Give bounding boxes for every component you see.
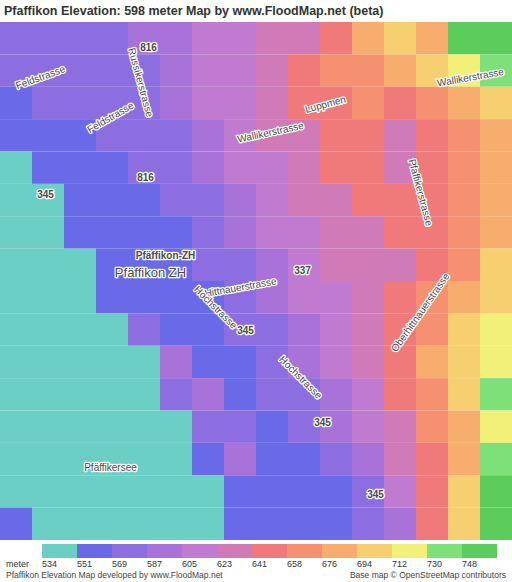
svg-text:816: 816 xyxy=(140,42,157,53)
svg-text:Wallikerstrasse: Wallikerstrasse xyxy=(236,120,305,145)
svg-text:Hochstrasse: Hochstrasse xyxy=(192,284,239,331)
svg-text:Russikerstrasse: Russikerstrasse xyxy=(126,47,155,119)
html-text:534: 534 xyxy=(42,559,57,569)
html-text:meter: meter xyxy=(6,559,29,569)
svg-text:345: 345 xyxy=(367,489,384,500)
html-text:748: 748 xyxy=(462,559,477,569)
html-text:694: 694 xyxy=(357,559,372,569)
html-text:587: 587 xyxy=(147,559,162,569)
svg-text:Pfäffikersee: Pfäffikersee xyxy=(84,462,137,473)
svg-text:Oberhittnauerstrasse: Oberhittnauerstrasse xyxy=(389,271,452,354)
html-text:641: 641 xyxy=(252,559,267,569)
svg-text:Hochstrasse: Hochstrasse xyxy=(277,354,324,401)
svg-text:Pfäffikon ZH: Pfäffikon ZH xyxy=(115,265,186,280)
html-text:569: 569 xyxy=(112,559,127,569)
svg-text:Pfaffikerstrasse: Pfaffikerstrasse xyxy=(407,158,436,228)
html-text:730: 730 xyxy=(427,559,442,569)
svg-text:337: 337 xyxy=(294,265,311,276)
html-text:623: 623 xyxy=(217,559,232,569)
svg-text:Feldstrasse: Feldstrasse xyxy=(85,99,136,135)
svg-text:816: 816 xyxy=(137,172,154,183)
svg-text:Pfäffikon-ZH: Pfäffikon-ZH xyxy=(136,250,195,261)
svg-text:345: 345 xyxy=(37,189,54,200)
html-text:676: 676 xyxy=(322,559,337,569)
svg-text:345: 345 xyxy=(237,325,254,336)
html-text:Pfaffikon Elevation: 598 meter: Pfaffikon Elevation: 598 meter Map by ww… xyxy=(4,4,384,18)
html-text:551: 551 xyxy=(77,559,92,569)
svg-text:Wallikerstrasse: Wallikerstrasse xyxy=(436,66,505,89)
html-text:658: 658 xyxy=(287,559,302,569)
html-text:712: 712 xyxy=(392,559,407,569)
svg-text:Luppmen: Luppmen xyxy=(304,94,347,115)
svg-text:Hittnauerstrasse: Hittnauerstrasse xyxy=(204,275,278,299)
html-text:Base map © OpenStreetMap contr: Base map © OpenStreetMap contributors xyxy=(350,570,506,580)
html-text:Pfaffikon Elevation Map develo: Pfaffikon Elevation Map developed by www… xyxy=(6,570,223,580)
svg-text:345: 345 xyxy=(314,417,331,428)
html-text:605: 605 xyxy=(182,559,197,569)
svg-text:Feldstrasse: Feldstrasse xyxy=(14,63,67,91)
